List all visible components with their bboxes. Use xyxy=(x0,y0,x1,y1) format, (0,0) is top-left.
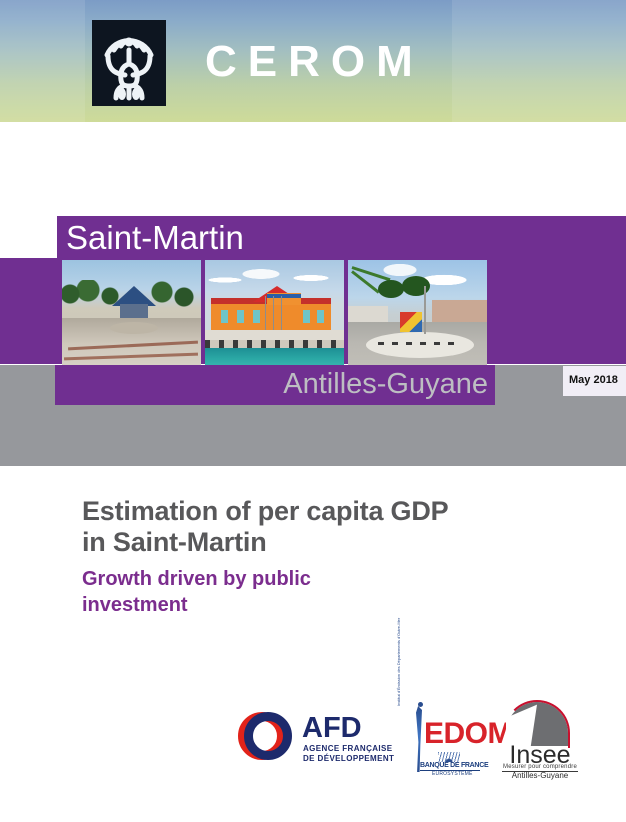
harbor-building-body xyxy=(211,304,331,330)
harbor-window xyxy=(317,310,324,323)
iedom-i-stroke-icon xyxy=(416,706,422,772)
roundabout-island xyxy=(366,332,474,358)
harbor-flagpole xyxy=(265,296,266,330)
palm-canopy xyxy=(378,280,404,298)
roundabout-building-right xyxy=(432,300,487,322)
afd-tagline-line-1: AGENCE FRANÇAISE xyxy=(303,744,393,753)
doc-title-line-1: Estimation of per capita GDP xyxy=(82,496,449,526)
region-title-bar: Saint-Martin xyxy=(57,216,626,260)
iedom-i-dot-icon xyxy=(418,702,423,707)
iedom-wordmark: EDOM xyxy=(424,717,513,750)
afd-logo: AFD AGENCE FRANÇAISE DE DÉVELOPPEMENT xyxy=(236,708,394,770)
partner-logo-row: AFD AGENCE FRANÇAISE DE DÉVELOPPEMENT In… xyxy=(236,618,582,780)
eurosysteme-label: EUROSYSTÈME xyxy=(432,771,473,777)
iedom-full-name: Institut d'Émission des Départements d'O… xyxy=(396,617,401,706)
photo-harbor xyxy=(205,260,344,365)
photo-roundabout xyxy=(348,260,487,365)
page-title: Estimation of per capita GDP in Saint-Ma… xyxy=(82,496,552,558)
subregion-title-bar: Antilles-Guyane xyxy=(55,365,495,405)
header-band: CEROM xyxy=(0,0,626,122)
harbor-flagpole xyxy=(281,296,282,330)
date-badge-label: May 2018 xyxy=(569,374,618,386)
afd-wordmark: AFD xyxy=(302,712,362,744)
iedom-logo: Institut d'Émission des Départements d'O… xyxy=(394,618,513,780)
title-block: Estimation of per capita GDP in Saint-Ma… xyxy=(82,496,552,618)
harbor-window xyxy=(221,310,228,323)
banque-de-france-label: BANQUE DE FRANCE xyxy=(420,762,489,769)
roundabout-sculpture xyxy=(400,312,422,332)
harbor-water xyxy=(205,348,344,365)
insee-rule xyxy=(502,771,578,772)
insee-wordmark: Insee xyxy=(509,741,571,769)
banque-de-france-crest-icon xyxy=(438,752,460,762)
harbor-quay xyxy=(205,330,344,341)
roundabout-building-left xyxy=(348,306,388,322)
harbor-pilings xyxy=(205,340,344,349)
page-subtitle: Growth driven by public investment xyxy=(82,566,552,618)
date-badge: May 2018 xyxy=(563,366,626,396)
doc-title-line-2: in Saint-Martin xyxy=(82,527,267,557)
photo-plaza xyxy=(62,260,201,365)
harbor-flagpole xyxy=(273,296,274,330)
palm-canopy xyxy=(402,276,430,296)
harbor-sign-band xyxy=(267,294,301,298)
harbor-window xyxy=(303,310,310,323)
header-sheen-left xyxy=(0,0,85,122)
afd-ring-blue-icon xyxy=(244,712,292,760)
header-sheen-right xyxy=(452,0,626,122)
insee-logo: Insee Mesurer pour comprendre Antilles-G… xyxy=(498,700,582,780)
insee-red-arc-icon xyxy=(504,700,570,748)
roundabout-island-dashes xyxy=(378,342,462,345)
insee-region-label: Antilles-Guyane xyxy=(511,771,569,780)
subregion-title: Antilles-Guyane xyxy=(283,368,488,400)
banque-de-france-rule xyxy=(420,770,480,771)
doc-subtitle-line-2: investment xyxy=(82,594,188,616)
photo-strip xyxy=(62,260,488,365)
doc-subtitle-line-1: Growth driven by public xyxy=(82,568,311,590)
harbor-window xyxy=(237,310,244,323)
cerom-petroglyph-icon xyxy=(92,20,166,106)
roundabout-mast xyxy=(424,286,426,334)
harbor-window xyxy=(253,310,260,323)
afd-tagline-line-2: DE DÉVELOPPEMENT xyxy=(303,754,395,763)
cerom-wordmark: CEROM xyxy=(205,37,424,86)
plaza-fountain-base xyxy=(110,322,158,334)
region-title: Saint-Martin xyxy=(66,219,244,256)
insee-tagline: Mesurer pour comprendre xyxy=(503,764,577,770)
